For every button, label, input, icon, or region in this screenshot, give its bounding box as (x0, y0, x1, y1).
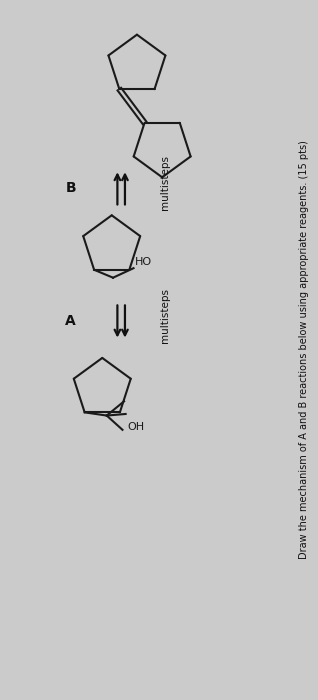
Text: Draw the mechanism of A and B reactions below using appropriate reagents. (15 pt: Draw the mechanism of A and B reactions … (299, 141, 309, 559)
Text: multisteps: multisteps (160, 288, 170, 342)
Text: OH: OH (127, 422, 144, 432)
Text: multisteps: multisteps (160, 155, 170, 209)
Text: B: B (66, 181, 76, 195)
Text: HO: HO (135, 257, 152, 267)
Text: A: A (66, 314, 76, 328)
